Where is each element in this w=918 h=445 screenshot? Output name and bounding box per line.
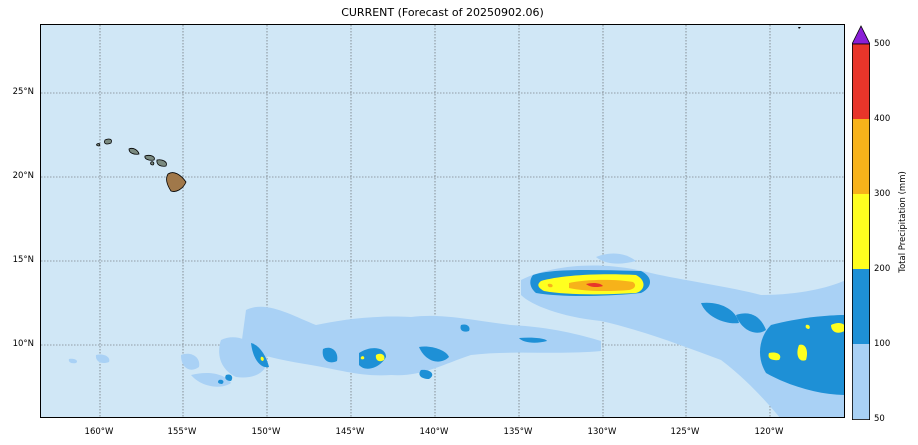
precip-level-400 [586, 282, 603, 288]
colorbar-tick: 200 [874, 264, 891, 274]
coast-fragment [798, 27, 801, 29]
lon-tick: 120°W [754, 427, 784, 437]
lat-tick: 15°N [12, 255, 34, 265]
colorbar-tick: 50 [874, 414, 885, 424]
colorbar-tick: 400 [874, 114, 891, 124]
lon-tick: 160°W [84, 427, 114, 437]
colorbar-extend-arrow [852, 25, 870, 45]
lon-tick: 155°W [167, 427, 197, 437]
lon-tick: 150°W [251, 427, 281, 437]
map-title: CURRENT (Forecast of 20250902.06) [341, 6, 544, 19]
colorbar-tick: 100 [874, 339, 891, 349]
colorbar-tick: 500 [874, 39, 891, 49]
lon-tick: 145°W [335, 427, 365, 437]
lat-tick: 10°N [12, 339, 34, 349]
hawaiian-islands [96, 138, 187, 192]
lat-tick: 25°N [12, 87, 34, 97]
precip-level-50 [68, 253, 844, 417]
colorbar-bin-50 [852, 344, 870, 419]
map-canvas [41, 25, 844, 417]
colorbar [852, 25, 870, 420]
colorbar-bin-400 [852, 44, 870, 119]
colorbar-bin-300 [852, 119, 870, 194]
lon-tick: 135°W [503, 427, 533, 437]
colorbar-tick: 300 [874, 189, 891, 199]
colorbar-title: Total Precipitation (mm) [898, 171, 908, 273]
lon-tick: 130°W [587, 427, 617, 437]
colorbar-bin-200 [852, 194, 870, 269]
colorbar-bin-100 [852, 269, 870, 344]
precipitation-map[interactable] [40, 24, 845, 418]
lon-tick: 125°W [670, 427, 700, 437]
lon-tick: 140°W [419, 427, 449, 437]
lat-tick: 20°N [12, 171, 34, 181]
